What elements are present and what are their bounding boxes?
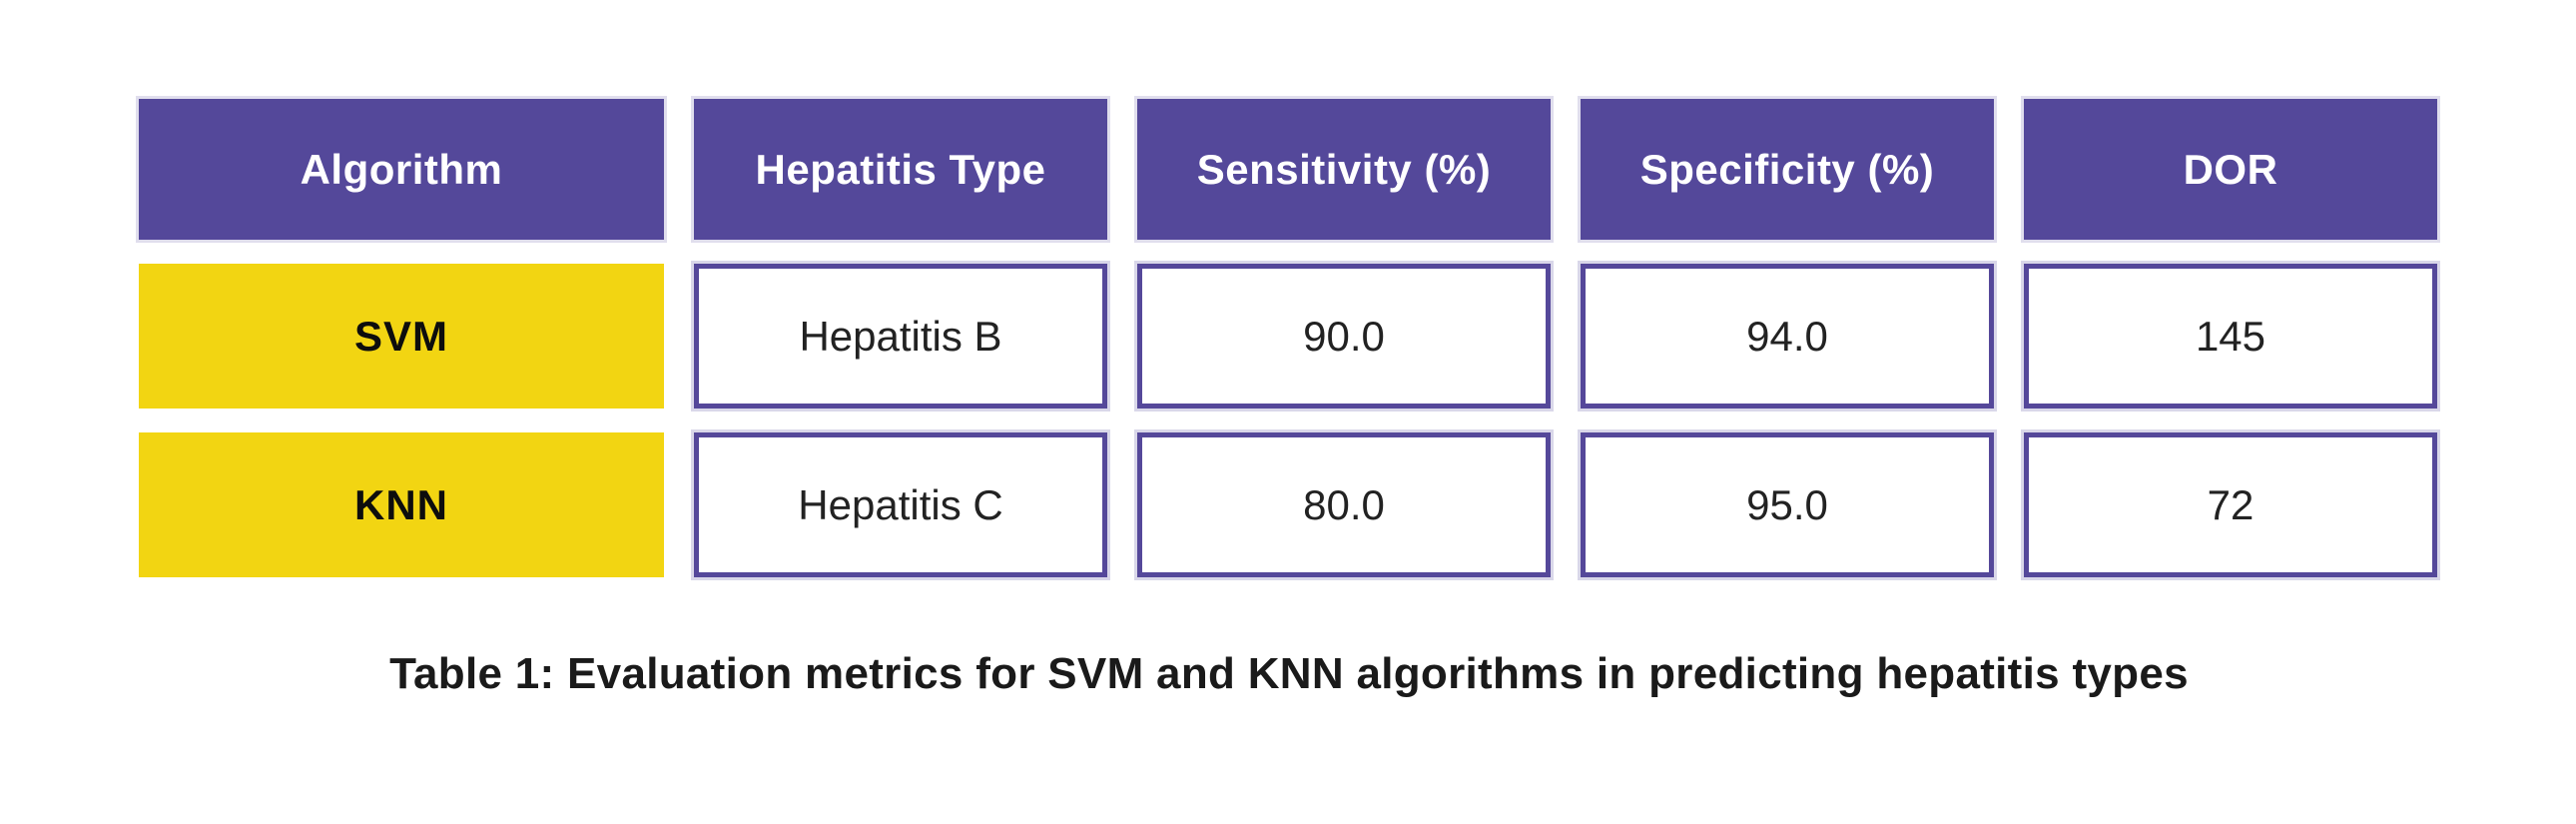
row-label-svm: SVM bbox=[139, 264, 664, 409]
cell-knn-dor: 72 bbox=[2024, 432, 2437, 577]
column-header-algorithm: Algorithm bbox=[139, 99, 664, 240]
metrics-table: Algorithm Hepatitis Type Sensitivity (%)… bbox=[139, 99, 2437, 577]
column-header-sensitivity: Sensitivity (%) bbox=[1137, 99, 1551, 240]
column-header-dor: DOR bbox=[2024, 99, 2437, 240]
cell-svm-sensitivity: 90.0 bbox=[1137, 264, 1551, 409]
column-header-hepatitis-type: Hepatitis Type bbox=[694, 99, 1107, 240]
cell-svm-specificity: 94.0 bbox=[1581, 264, 1994, 409]
cell-knn-sensitivity: 80.0 bbox=[1137, 432, 1551, 577]
cell-svm-hepatitis-type: Hepatitis B bbox=[694, 264, 1107, 409]
cell-svm-dor: 145 bbox=[2024, 264, 2437, 409]
table-caption: Table 1: Evaluation metrics for SVM and … bbox=[389, 649, 2189, 698]
row-label-knn: KNN bbox=[139, 432, 664, 577]
cell-knn-specificity: 95.0 bbox=[1581, 432, 1994, 577]
cell-knn-hepatitis-type: Hepatitis C bbox=[694, 432, 1107, 577]
column-header-specificity: Specificity (%) bbox=[1581, 99, 1994, 240]
